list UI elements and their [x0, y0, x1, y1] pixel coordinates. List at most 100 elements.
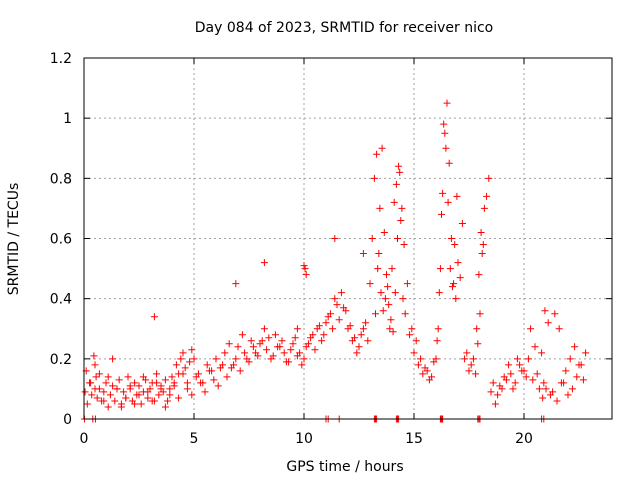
- data-point: [447, 235, 455, 242]
- data-point: [396, 168, 404, 176]
- data-point: [425, 376, 433, 384]
- data-point: [395, 162, 403, 170]
- data-point: [179, 349, 187, 357]
- data-point: [104, 373, 112, 381]
- data-point: [387, 316, 395, 324]
- data-point: [376, 204, 384, 212]
- data-point: [450, 280, 458, 288]
- data-point: [477, 228, 485, 236]
- data-point: [465, 367, 473, 375]
- data-point: [390, 198, 398, 206]
- data-point: [391, 289, 399, 297]
- data-point: [489, 379, 497, 387]
- data-point: [522, 373, 530, 381]
- data-point: [397, 216, 405, 224]
- data-point: [380, 228, 388, 236]
- data-point: [205, 367, 213, 375]
- y-tick-label: 0.6: [50, 232, 72, 248]
- data-point: [412, 337, 420, 345]
- data-point: [549, 388, 557, 396]
- data-point: [212, 355, 220, 363]
- data-points: [80, 99, 590, 423]
- data-point: [368, 235, 376, 242]
- data-point: [364, 337, 372, 345]
- x-tick-label: 20: [515, 431, 533, 447]
- data-point: [551, 310, 559, 318]
- data-point: [188, 391, 196, 399]
- data-point: [346, 322, 354, 330]
- data-point: [454, 259, 462, 267]
- data-point: [487, 388, 495, 396]
- data-point: [100, 397, 108, 405]
- data-point: [531, 343, 539, 351]
- data-point: [378, 144, 386, 152]
- data-point: [227, 364, 235, 372]
- data-point: [478, 250, 486, 258]
- data-point: [260, 325, 268, 333]
- grid: [84, 58, 612, 419]
- chart-title: Day 084 of 2023, SRMTID for receiver nic…: [195, 20, 493, 36]
- data-point: [91, 385, 99, 393]
- data-point: [491, 400, 499, 408]
- data-point: [573, 373, 581, 381]
- data-point: [533, 370, 541, 378]
- data-point: [571, 343, 579, 351]
- data-point: [385, 301, 393, 309]
- data-point: [507, 370, 515, 378]
- data-point: [161, 376, 169, 384]
- data-point: [210, 376, 218, 384]
- data-point: [472, 370, 480, 378]
- data-point: [516, 361, 524, 369]
- data-point: [126, 382, 134, 390]
- data-point: [379, 307, 387, 315]
- data-point: [157, 385, 165, 393]
- data-point: [400, 241, 408, 249]
- data-point: [511, 379, 519, 387]
- data-point: [109, 355, 117, 363]
- data-point: [161, 403, 169, 411]
- data-point: [568, 385, 576, 393]
- data-point: [113, 385, 121, 393]
- data-point: [473, 325, 481, 333]
- data-point: [280, 349, 288, 357]
- data-point: [474, 340, 482, 348]
- data-point: [410, 349, 418, 357]
- data-point: [186, 358, 194, 366]
- data-point: [331, 295, 339, 303]
- data-point: [377, 289, 385, 297]
- data-point: [144, 394, 152, 402]
- data-point: [335, 316, 343, 324]
- x-tick-label: 5: [190, 431, 199, 447]
- data-point: [287, 346, 295, 354]
- x-tick-label: 10: [295, 431, 313, 447]
- data-point: [131, 400, 139, 408]
- data-point: [480, 204, 488, 212]
- data-point: [538, 349, 546, 357]
- data-point: [183, 379, 191, 387]
- data-point: [505, 361, 513, 369]
- data-point: [285, 358, 293, 366]
- data-point: [373, 150, 381, 158]
- data-point: [166, 391, 174, 399]
- data-point: [170, 382, 178, 390]
- x-axis-label: GPS time / hours: [286, 459, 403, 475]
- data-point: [258, 337, 266, 345]
- data-point: [452, 295, 460, 303]
- data-point: [188, 346, 196, 354]
- data-point: [124, 373, 132, 381]
- data-point: [421, 364, 429, 372]
- data-point: [223, 373, 231, 381]
- data-point: [333, 301, 341, 309]
- data-point: [381, 295, 389, 303]
- data-point: [117, 403, 125, 411]
- data-point: [153, 370, 161, 378]
- data-point: [485, 174, 493, 182]
- data-point: [115, 376, 123, 384]
- data-point: [469, 355, 477, 363]
- data-point: [135, 391, 143, 399]
- data-point: [225, 340, 233, 348]
- data-point: [236, 367, 244, 375]
- data-point: [389, 328, 397, 336]
- data-point: [372, 310, 379, 318]
- data-point: [351, 334, 359, 342]
